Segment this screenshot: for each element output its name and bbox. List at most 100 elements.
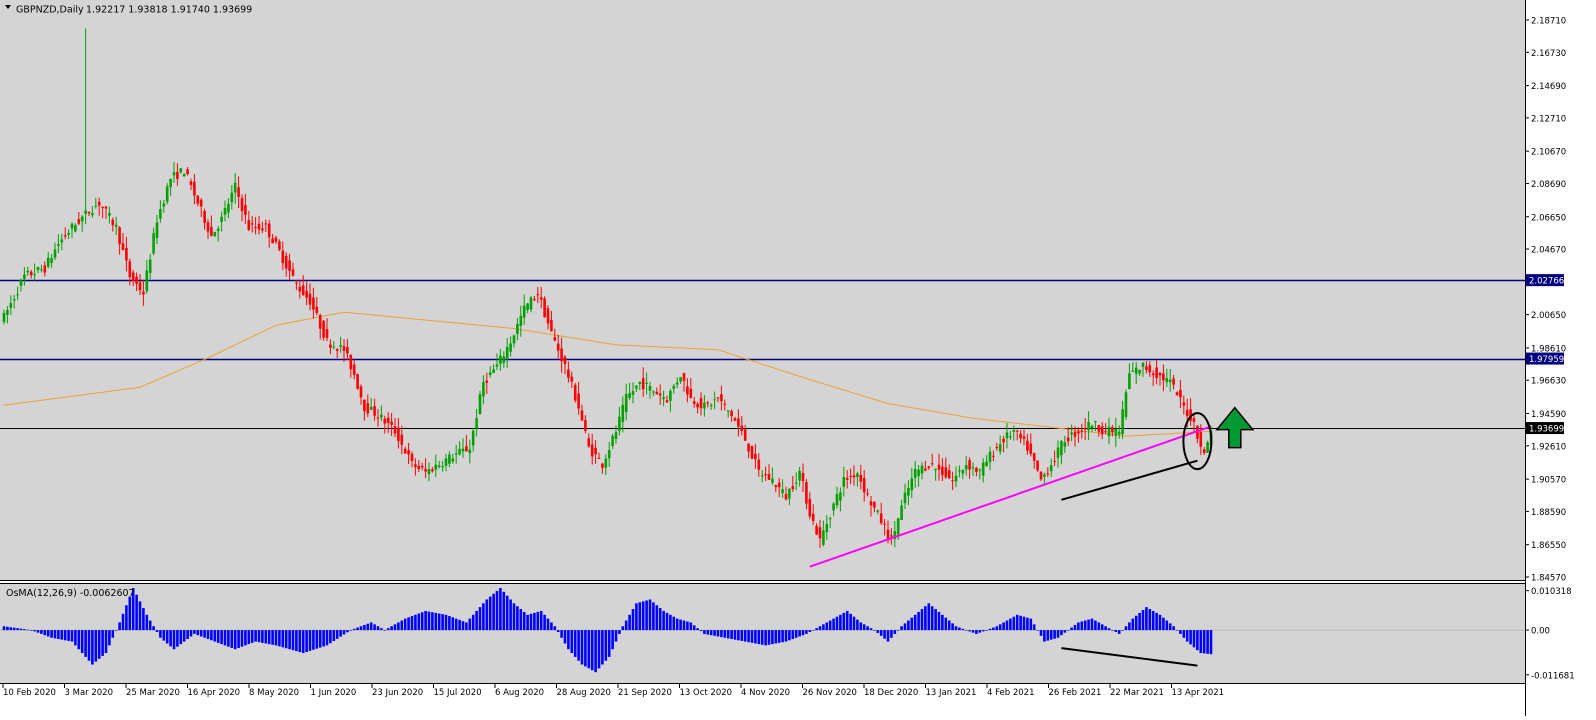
candle-body <box>587 438 591 447</box>
candle-body <box>1036 460 1039 471</box>
osma-bar <box>26 629 30 631</box>
candle-body <box>805 482 808 504</box>
candle <box>1097 424 1101 437</box>
candle <box>869 496 873 517</box>
osma-bar <box>400 620 404 631</box>
time-tick-label: 28 Aug 2020 <box>557 688 611 698</box>
candle-body <box>726 410 730 412</box>
candle <box>298 279 302 299</box>
candle <box>584 415 587 434</box>
osma-label: OsMA(12,26,9) -0.0062607 <box>6 588 135 599</box>
candle-body <box>261 228 264 231</box>
candle-body <box>998 444 1002 452</box>
osma-bar <box>1063 630 1067 633</box>
osma-bar <box>798 630 801 637</box>
candle-body <box>896 518 900 535</box>
candle-body <box>1063 442 1067 447</box>
osma-bar <box>618 630 621 634</box>
candle-body <box>315 306 319 314</box>
osma-bar <box>1022 616 1026 631</box>
osma-bar <box>46 630 50 637</box>
candle-body <box>1009 436 1012 438</box>
candle-body <box>767 473 771 480</box>
candle <box>1100 421 1104 439</box>
osma-bar <box>468 618 472 631</box>
candle <box>29 269 33 279</box>
candle-body <box>138 282 142 291</box>
candle-body <box>828 518 832 520</box>
candle-body <box>907 488 910 496</box>
time-tick-label: 23 Jun 2020 <box>372 688 423 698</box>
candle <box>519 305 523 337</box>
osma-bar <box>182 630 186 642</box>
candle-body <box>1148 365 1152 373</box>
price-tick-label: 2.16730 <box>1531 49 1566 59</box>
osma-bar <box>1046 630 1050 641</box>
osma-bar <box>567 630 570 650</box>
osma-bar <box>199 630 203 637</box>
candle <box>839 487 842 512</box>
osma-bar <box>216 630 220 643</box>
osma-bar <box>427 611 431 631</box>
candle-body <box>1015 430 1019 432</box>
candle-body <box>1070 432 1073 435</box>
candle <box>577 381 580 415</box>
candle <box>420 462 424 471</box>
candle-body <box>237 187 240 197</box>
osma-bar <box>978 630 982 633</box>
osma-bar <box>128 596 132 631</box>
price-level-tag-label: 2.02766 <box>1529 277 1564 287</box>
candle <box>318 313 322 340</box>
osma-bar <box>77 630 81 650</box>
candle-body <box>1155 367 1158 378</box>
chart-annotations[interactable] <box>809 406 1255 667</box>
candle-body <box>193 181 196 196</box>
candle <box>414 458 417 476</box>
ohlc-values: 1.92217 1.93818 1.91740 1.93699 <box>86 5 252 16</box>
osma-bar <box>883 630 886 639</box>
candle-body <box>665 400 669 403</box>
candle <box>427 462 431 482</box>
osma-bar <box>866 626 869 631</box>
candle-body <box>509 343 512 352</box>
candle <box>611 433 614 450</box>
candle <box>709 403 713 410</box>
candle-body <box>186 169 189 175</box>
candle <box>641 367 645 397</box>
osma-bar <box>165 630 169 644</box>
osma-bar <box>896 630 900 631</box>
candle-body <box>1026 440 1029 451</box>
osma-bar <box>777 630 781 643</box>
dropdown-triangle-icon[interactable] <box>5 5 11 9</box>
osma-bar <box>1185 630 1189 642</box>
time-tick-label: 26 Feb 2021 <box>1049 688 1102 698</box>
candle <box>23 267 26 286</box>
candle <box>1117 425 1121 439</box>
candle-body <box>380 414 383 418</box>
candle-body <box>291 269 295 276</box>
candle-body <box>536 294 540 296</box>
osma-bar <box>393 624 397 631</box>
osma-bar <box>264 630 268 644</box>
candle-body <box>488 372 492 375</box>
osma-bar <box>743 630 747 642</box>
candle <box>12 294 16 309</box>
candle-body <box>1039 471 1043 480</box>
time-tick-label: 4 Nov 2020 <box>741 688 790 698</box>
candle <box>502 351 506 368</box>
osma-bar <box>713 630 716 636</box>
osma-bar <box>665 612 669 631</box>
osma-bar <box>709 630 713 636</box>
osma-bar <box>784 630 788 642</box>
candle-body <box>1087 422 1090 431</box>
candle <box>825 515 829 540</box>
candle-body <box>295 282 298 284</box>
candle <box>573 382 577 403</box>
osma-bar <box>1080 621 1084 631</box>
candle <box>567 361 570 383</box>
candle <box>488 365 492 378</box>
price-trendline <box>1061 459 1198 501</box>
candle <box>182 173 186 177</box>
